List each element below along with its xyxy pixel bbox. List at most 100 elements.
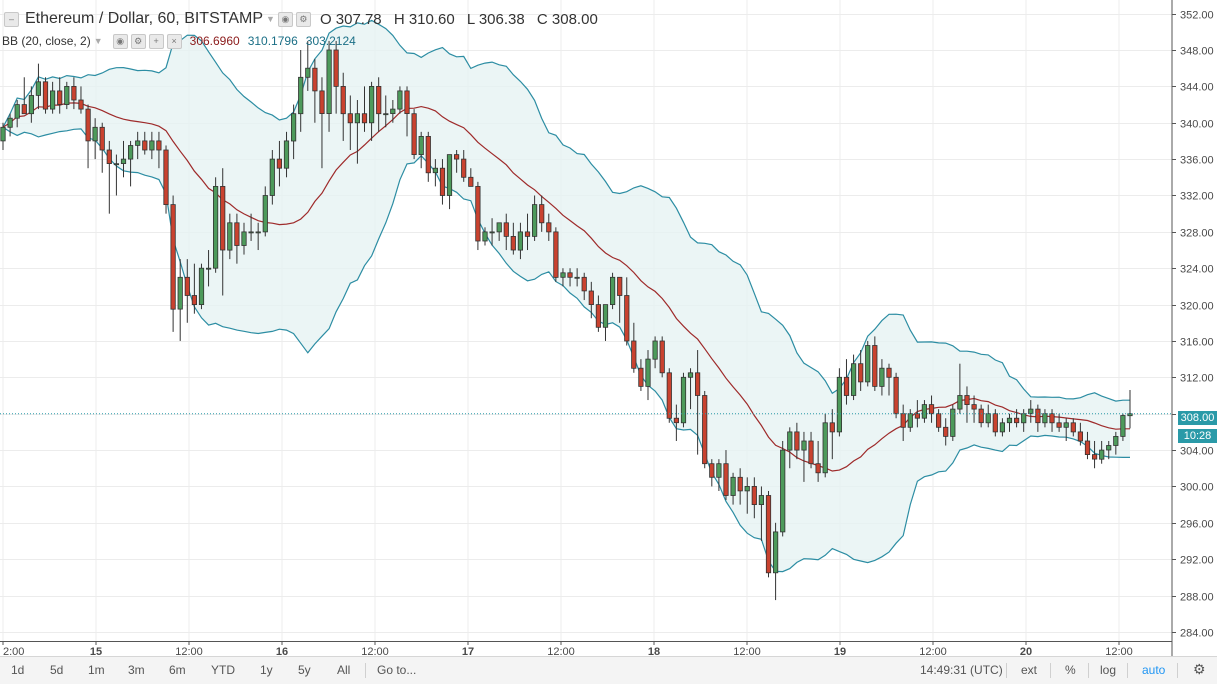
time-tick-label: 17 bbox=[462, 646, 474, 658]
close-icon[interactable]: × bbox=[166, 33, 182, 49]
countdown-tag: 10:28 bbox=[1178, 429, 1217, 443]
candle bbox=[610, 272, 616, 310]
candle bbox=[475, 181, 481, 251]
candle bbox=[468, 168, 474, 187]
candle bbox=[631, 322, 637, 373]
candle bbox=[326, 40, 332, 132]
candle bbox=[142, 131, 148, 155]
candle bbox=[1028, 400, 1034, 423]
candle bbox=[822, 413, 828, 478]
toolbar-divider bbox=[1127, 663, 1128, 678]
candle-body bbox=[702, 395, 708, 465]
candle-body bbox=[851, 363, 857, 396]
candle-body bbox=[177, 276, 183, 310]
price-axis[interactable]: 284.00 288.00 292.00 296.00 300.00 304.00 308.… bbox=[1171, 0, 1214, 656]
candle bbox=[383, 95, 389, 128]
candle-body bbox=[432, 167, 439, 174]
extended-hours-toggle[interactable]: ext bbox=[1021, 663, 1038, 677]
candle-body bbox=[758, 495, 765, 506]
time-tick-label: 12:00 bbox=[547, 646, 575, 658]
candle-body bbox=[326, 49, 332, 114]
candle-body bbox=[411, 113, 417, 155]
range-1y-button[interactable]: 1y bbox=[260, 663, 273, 677]
collapse-legend-icon[interactable]: – bbox=[4, 11, 19, 27]
bollinger-upper-line bbox=[2, 19, 1130, 402]
candle-body bbox=[879, 367, 885, 387]
gear-icon[interactable]: ⚙ bbox=[1193, 661, 1206, 677]
candle bbox=[425, 131, 431, 182]
candle bbox=[673, 404, 680, 441]
candle bbox=[312, 59, 318, 123]
candle bbox=[446, 154, 453, 210]
candle-body bbox=[425, 135, 431, 174]
auto-scale-toggle[interactable]: auto bbox=[1142, 663, 1166, 677]
candle bbox=[1014, 409, 1020, 428]
eye-icon[interactable]: ◉ bbox=[277, 11, 293, 27]
range-all-button[interactable]: All bbox=[337, 663, 351, 677]
range-1m-button[interactable]: 1m bbox=[88, 663, 105, 677]
candle bbox=[1049, 409, 1055, 432]
candle-body bbox=[333, 49, 339, 87]
candle-body bbox=[695, 372, 701, 396]
go-to-button[interactable]: Go to... bbox=[377, 663, 417, 677]
candle bbox=[737, 468, 743, 505]
close-value: C 308.00 bbox=[536, 10, 598, 28]
toolbar-divider bbox=[1088, 663, 1089, 678]
candle-body bbox=[85, 108, 91, 142]
last-price-tag: 308.00 bbox=[1178, 411, 1217, 425]
candle-body bbox=[999, 422, 1006, 433]
candle-body bbox=[992, 413, 998, 433]
candle bbox=[1006, 413, 1013, 432]
candle bbox=[1113, 431, 1119, 455]
candle bbox=[71, 77, 77, 110]
symbol-menu-chevron-icon[interactable]: ▼ bbox=[266, 14, 275, 24]
clock-readout[interactable]: 14:49:31 (UTC) bbox=[920, 663, 1003, 677]
percent-scale-toggle[interactable]: % bbox=[1065, 663, 1076, 677]
candle bbox=[978, 404, 984, 428]
range-ytd-button[interactable]: YTD bbox=[211, 663, 235, 677]
candle bbox=[928, 395, 935, 423]
candle-body bbox=[1120, 415, 1126, 437]
bollinger-basis-line bbox=[2, 102, 1130, 472]
candle-body bbox=[1042, 413, 1048, 424]
add-icon[interactable]: + bbox=[148, 33, 164, 49]
range-3m-button[interactable]: 3m bbox=[128, 663, 145, 677]
candle bbox=[205, 250, 212, 287]
symbol-title[interactable]: Ethereum / Dollar, 60, BITSTAMP bbox=[25, 10, 264, 27]
candle-body bbox=[730, 476, 736, 496]
gear-icon[interactable]: ⚙ bbox=[130, 33, 146, 49]
range-5y-button[interactable]: 5y bbox=[298, 663, 311, 677]
candle-body bbox=[234, 222, 240, 246]
time-axis[interactable]: 2:00 15 12:00 16 12:00 17 12:00 18 12:00 19 12:00 2… bbox=[0, 641, 1172, 658]
candle-body bbox=[269, 158, 275, 196]
log-scale-toggle[interactable]: log bbox=[1100, 663, 1117, 677]
candle-body bbox=[709, 463, 715, 478]
candle-body bbox=[383, 113, 389, 116]
candle bbox=[1106, 440, 1112, 460]
indicator-menu-chevron-icon[interactable]: ▼ bbox=[93, 36, 103, 46]
candle-body bbox=[1092, 454, 1098, 460]
gear-icon[interactable]: ⚙ bbox=[295, 11, 311, 27]
candle-body bbox=[390, 108, 396, 114]
range-6m-button[interactable]: 6m bbox=[169, 663, 186, 677]
candle-body bbox=[744, 485, 750, 492]
candle bbox=[510, 222, 516, 255]
candle-body bbox=[290, 113, 297, 142]
candle-body bbox=[113, 163, 119, 166]
candle-body bbox=[99, 126, 105, 151]
candle-body bbox=[907, 413, 913, 428]
candle bbox=[695, 350, 701, 455]
range-5d-button[interactable]: 5d bbox=[50, 663, 64, 677]
indicator-name[interactable]: BB (20, close, 2) bbox=[2, 34, 91, 48]
candle bbox=[184, 259, 190, 323]
range-1d-button[interactable]: 1d bbox=[11, 663, 25, 677]
candle bbox=[617, 276, 623, 323]
price-tick-label: 352.00 bbox=[1180, 10, 1214, 22]
candle-body bbox=[638, 367, 644, 387]
eye-icon[interactable]: ◉ bbox=[112, 33, 128, 49]
candle-body bbox=[1077, 431, 1083, 442]
candle bbox=[376, 77, 382, 132]
price-tick-label: 344.00 bbox=[1180, 82, 1214, 94]
candle bbox=[99, 122, 105, 173]
